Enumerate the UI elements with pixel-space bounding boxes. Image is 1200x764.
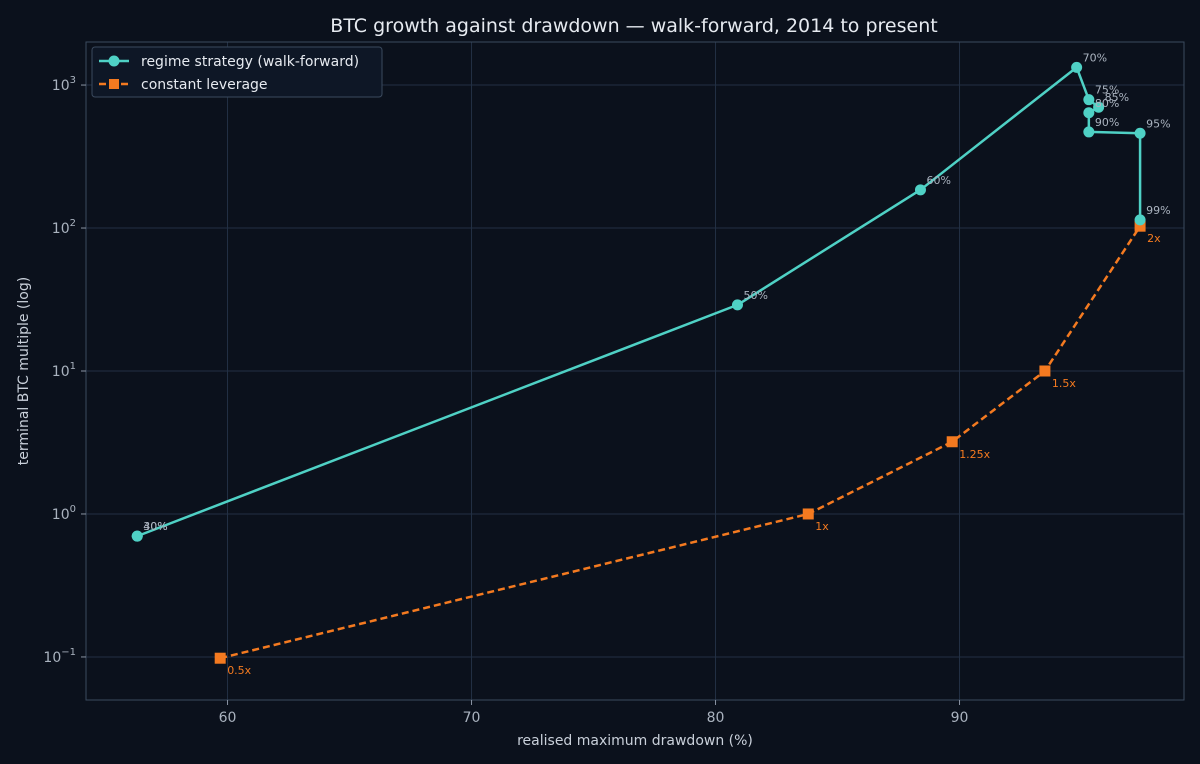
legend-marker-leverage [109, 79, 119, 89]
x-tick-label: 80 [707, 710, 725, 726]
leverage-point [1039, 365, 1051, 377]
y-tick-exponent: 3 [70, 75, 76, 86]
regime-line [136, 66, 1142, 538]
regime-point-label: 90% [1095, 116, 1119, 129]
regime-point [131, 530, 143, 542]
leverage-point [946, 436, 958, 448]
legend: regime strategy (walk-forward) constant … [91, 46, 383, 98]
legend-label-regime: regime strategy (walk-forward) [141, 54, 359, 70]
y-tick-base: 10 [52, 78, 70, 94]
leverage-line [219, 225, 1142, 660]
regime-point-label: 80% [1095, 97, 1119, 110]
legend-marker-regime [108, 55, 120, 67]
regime-point-label: 85% [1105, 91, 1129, 104]
chart-title: BTC growth against drawdown — walk-forwa… [330, 15, 937, 37]
regime-point [1093, 101, 1105, 113]
y-tick-exponent: −1 [61, 647, 76, 658]
legend-label-leverage: constant leverage [141, 77, 268, 93]
regime-point [1134, 214, 1146, 226]
regime-point [1083, 126, 1095, 138]
leverage-point-label: 1.25x [959, 448, 990, 461]
x-tick-label: 90 [951, 710, 969, 726]
x-tick-label: 60 [219, 710, 237, 726]
y-tick-label: 100 [52, 504, 76, 523]
regime-point-label: 60% [926, 174, 950, 187]
regime-point [914, 184, 926, 196]
x-tick-label: 70 [463, 710, 481, 726]
leverage-point-label: 2x [1147, 232, 1161, 245]
legend-box [91, 46, 383, 98]
y-tick-base: 10 [52, 507, 70, 523]
y-axis-label: terminal BTC multiple (log) [16, 277, 32, 465]
regime-point-label: 30% [143, 520, 167, 533]
leverage-point [1134, 220, 1146, 232]
y-tick-base: 10 [52, 364, 70, 380]
y-tick-base: 10 [52, 221, 70, 237]
regime-point [1083, 94, 1095, 106]
y-tick-label: 103 [52, 75, 76, 94]
series-layer: 0.5x 1x 1.25x 1.5x 2x 30%40% 50% 60% 70% 75%85%80… [131, 51, 1171, 677]
regime-point [1071, 61, 1083, 73]
grid [86, 42, 1184, 700]
regime-point [1134, 127, 1146, 139]
regime-point-label: 50% [743, 289, 767, 302]
leverage-point [802, 508, 814, 520]
x-axis: 60 70 80 90 [219, 700, 969, 726]
regime-point-label: 99% [1146, 204, 1170, 217]
regime-point-label: 40% [143, 520, 167, 533]
y-tick-label: 101 [52, 361, 76, 380]
regime-point-label: 75% [1095, 84, 1119, 97]
regime-point [731, 299, 743, 311]
y-tick-exponent: 0 [70, 504, 76, 515]
regime-point-label: 70% [1083, 51, 1107, 64]
x-axis-label: realised maximum drawdown (%) [517, 733, 753, 749]
y-tick-exponent: 2 [70, 218, 76, 229]
y-tick-label: 10−1 [43, 647, 76, 666]
y-tick-label: 102 [52, 218, 76, 237]
regime-point-label: 95% [1146, 117, 1170, 130]
leverage-point-label: 1.5x [1052, 377, 1076, 390]
y-tick-exponent: 1 [70, 361, 76, 372]
leverage-point-label: 1x [815, 520, 829, 533]
regime-point [1083, 107, 1095, 119]
leverage-point-label: 0.5x [227, 664, 251, 677]
y-tick-base: 10 [43, 650, 61, 666]
leverage-point [214, 652, 226, 664]
